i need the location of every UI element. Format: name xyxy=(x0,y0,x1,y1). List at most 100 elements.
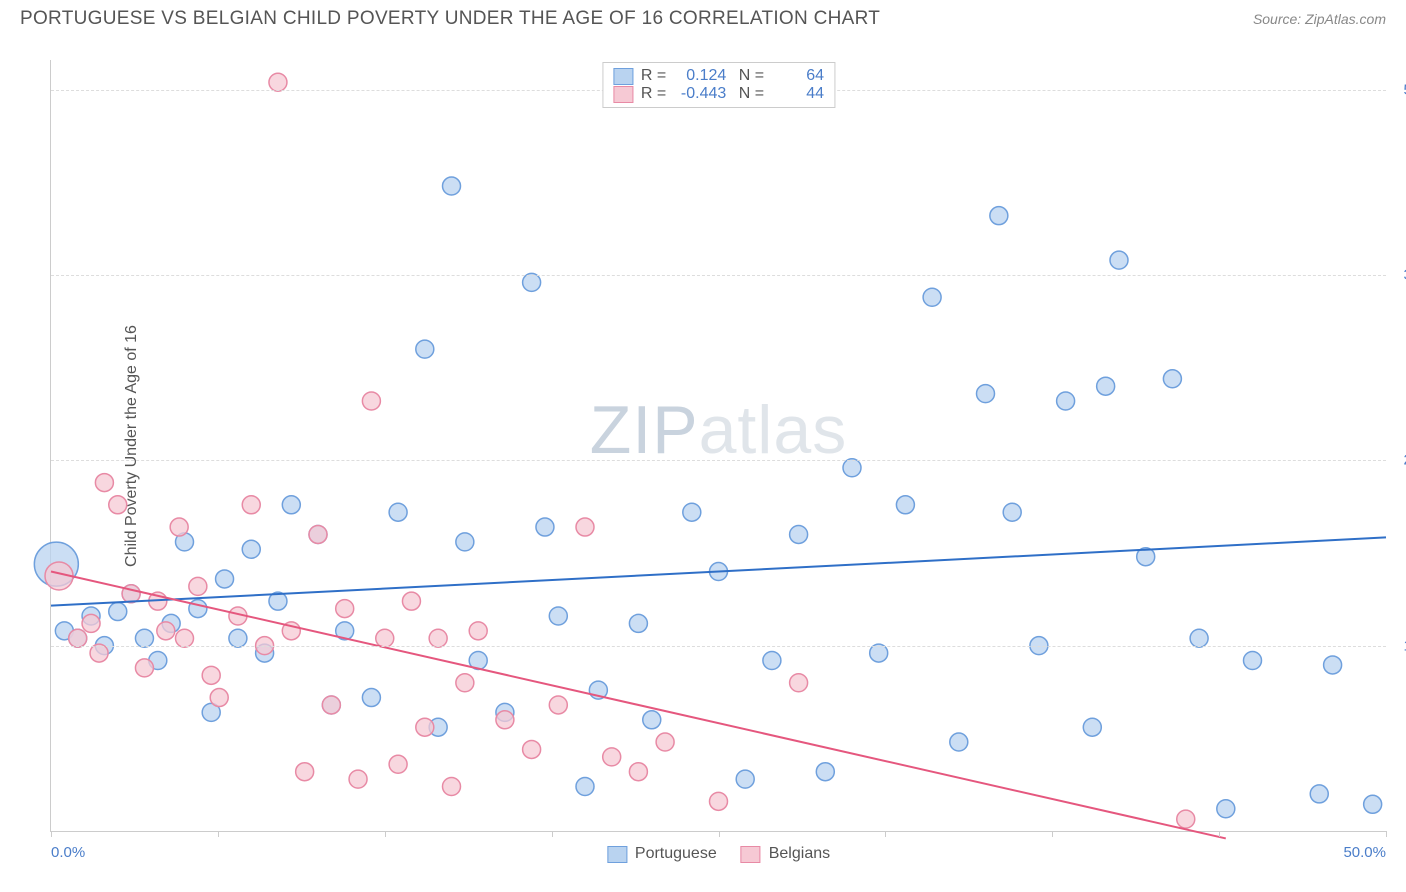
data-point xyxy=(309,525,327,543)
data-point xyxy=(443,177,461,195)
data-point xyxy=(643,711,661,729)
n-label: N = xyxy=(734,85,764,103)
correlation-row-portuguese: R = 0.124 N = 64 xyxy=(613,67,824,85)
data-point xyxy=(896,496,914,514)
data-point xyxy=(210,689,228,707)
data-point xyxy=(1097,377,1115,395)
data-point xyxy=(1364,795,1382,813)
legend-label-belgians: Belgians xyxy=(769,845,830,863)
data-point xyxy=(763,651,781,669)
data-point xyxy=(95,474,113,492)
source-prefix: Source: xyxy=(1253,11,1305,27)
data-point xyxy=(629,614,647,632)
legend-swatch-belgians xyxy=(741,846,761,863)
gridline xyxy=(51,275,1386,276)
n-label: N = xyxy=(734,67,764,85)
data-point xyxy=(202,666,220,684)
data-point xyxy=(189,600,207,618)
x-tick xyxy=(885,831,886,837)
data-point xyxy=(990,207,1008,225)
header-bar: PORTUGUESE VS BELGIAN CHILD POVERTY UNDE… xyxy=(0,0,1406,34)
data-point xyxy=(1310,785,1328,803)
data-point xyxy=(656,733,674,751)
data-point xyxy=(336,600,354,618)
series-legend: Portuguese Belgians xyxy=(607,845,830,863)
data-point xyxy=(229,629,247,647)
data-point xyxy=(496,711,514,729)
data-point xyxy=(416,718,434,736)
data-point xyxy=(950,733,968,751)
data-point xyxy=(109,496,127,514)
data-point xyxy=(296,763,314,781)
data-point xyxy=(90,644,108,662)
data-point xyxy=(576,778,594,796)
data-point xyxy=(189,577,207,595)
data-point xyxy=(549,607,567,625)
swatch-portuguese xyxy=(613,68,633,85)
regression-line xyxy=(51,572,1226,839)
data-point xyxy=(1083,718,1101,736)
data-point xyxy=(170,518,188,536)
data-point xyxy=(603,748,621,766)
data-point xyxy=(843,459,861,477)
data-point xyxy=(790,525,808,543)
data-point xyxy=(443,778,461,796)
data-point xyxy=(710,792,728,810)
x-tick xyxy=(1052,831,1053,837)
data-point xyxy=(176,629,194,647)
data-point xyxy=(523,273,541,291)
data-point xyxy=(429,629,447,647)
data-point xyxy=(1190,629,1208,647)
data-point xyxy=(242,540,260,558)
x-tick xyxy=(1386,831,1387,837)
data-point xyxy=(389,503,407,521)
data-point xyxy=(816,763,834,781)
r-value-portuguese: 0.124 xyxy=(674,67,726,85)
data-point xyxy=(282,496,300,514)
data-point xyxy=(135,659,153,677)
source-attribution: Source: ZipAtlas.com xyxy=(1253,11,1386,27)
y-tick-label: 25.0% xyxy=(1391,452,1406,469)
scatter-svg xyxy=(51,60,1386,831)
data-point xyxy=(1244,651,1262,669)
data-point xyxy=(736,770,754,788)
data-point xyxy=(1057,392,1075,410)
data-point xyxy=(242,496,260,514)
data-point xyxy=(416,340,434,358)
r-label: R = xyxy=(641,85,666,103)
x-tick xyxy=(719,831,720,837)
x-tick xyxy=(552,831,553,837)
x-tick xyxy=(51,831,52,837)
data-point xyxy=(135,629,153,647)
data-point xyxy=(389,755,407,773)
data-point xyxy=(549,696,567,714)
y-tick-label: 50.0% xyxy=(1391,81,1406,98)
data-point xyxy=(109,603,127,621)
x-tick xyxy=(1219,831,1220,837)
n-value-portuguese: 64 xyxy=(772,67,824,85)
legend-swatch-portuguese xyxy=(607,846,627,863)
data-point xyxy=(1324,656,1342,674)
data-point xyxy=(1003,503,1021,521)
legend-item-belgians: Belgians xyxy=(741,845,830,863)
data-point xyxy=(376,629,394,647)
data-point xyxy=(977,385,995,403)
data-point xyxy=(536,518,554,536)
n-value-belgians: 44 xyxy=(772,85,824,103)
r-label: R = xyxy=(641,67,666,85)
correlation-legend: R = 0.124 N = 64 R = -0.443 N = 44 xyxy=(602,62,835,108)
data-point xyxy=(870,644,888,662)
data-point xyxy=(1217,800,1235,818)
data-point xyxy=(683,503,701,521)
x-axis-max-label: 50.0% xyxy=(1343,844,1386,861)
chart-plot-area: ZIPatlas Child Poverty Under the Age of … xyxy=(50,60,1386,832)
data-point xyxy=(69,629,87,647)
data-point xyxy=(629,763,647,781)
legend-item-portuguese: Portuguese xyxy=(607,845,717,863)
data-point xyxy=(322,696,340,714)
data-point xyxy=(523,740,541,758)
source-name: ZipAtlas.com xyxy=(1305,11,1386,27)
correlation-row-belgians: R = -0.443 N = 44 xyxy=(613,85,824,103)
data-point xyxy=(157,622,175,640)
data-point xyxy=(1110,251,1128,269)
